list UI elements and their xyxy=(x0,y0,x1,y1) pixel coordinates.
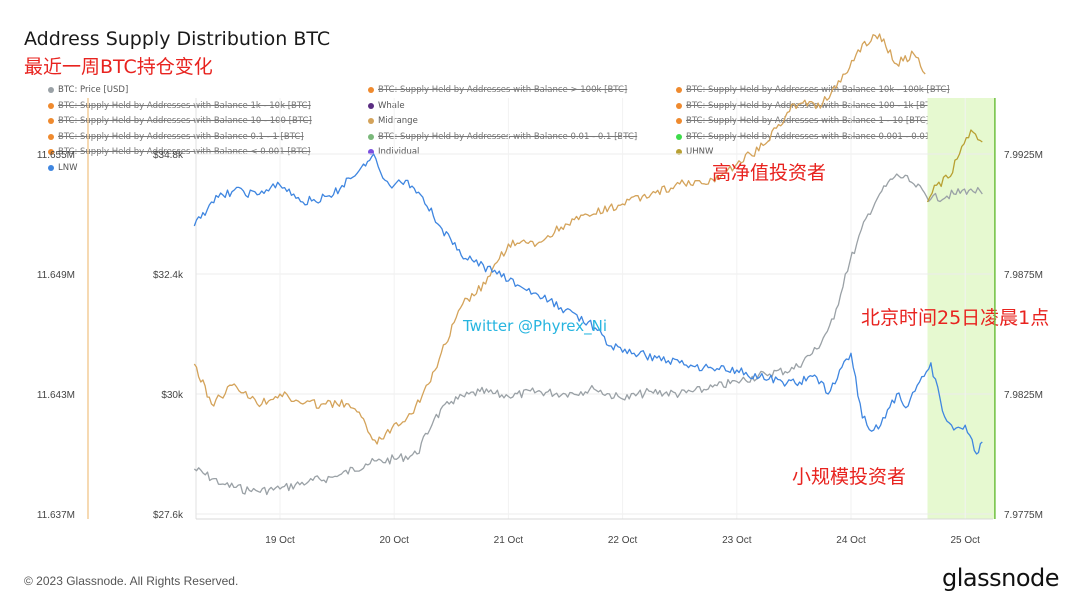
legend-label: Whale xyxy=(378,100,405,111)
legend-item[interactable]: BTC: Supply Held by Addresses with Balan… xyxy=(676,132,956,142)
left-inner-tick-label: $34.8k xyxy=(153,150,184,161)
lnw-annotation: 小规模投资者 xyxy=(792,466,906,488)
legend-item[interactable]: BTC: Supply Held by Addresses with Balan… xyxy=(676,101,939,111)
legend-label: BTC: Price [USD] xyxy=(58,85,129,95)
legend-label: LNW xyxy=(58,162,78,173)
left-inner-tick-label: $32.4k xyxy=(153,270,184,281)
series-line-midrange xyxy=(193,33,926,445)
highlight-region xyxy=(927,98,995,519)
right-tick-label: 7.9875M xyxy=(1004,270,1043,281)
legend-item[interactable]: Individual xyxy=(368,147,419,157)
left-inner-tick-label: $27.6k xyxy=(153,510,184,521)
legend-dot-icon xyxy=(48,133,54,140)
legend-dot-icon xyxy=(368,118,374,124)
legend-item[interactable]: Midrange xyxy=(368,116,418,126)
legend-dot-icon xyxy=(48,164,54,171)
grid-lines xyxy=(87,98,993,520)
legend-dot-icon xyxy=(48,87,54,93)
legend-label: BTC: Supply Held by Addresses with Balan… xyxy=(686,116,929,126)
right-tick-label: 7.9775M xyxy=(1004,510,1043,521)
legend-label: BTC: Supply Held by Addresses with Balan… xyxy=(686,85,950,95)
legend-label: BTC: Supply Held by Addresses with Balan… xyxy=(58,116,312,126)
left-inner-tick-label: $30k xyxy=(161,390,184,401)
legend-dot-icon xyxy=(48,118,54,124)
x-tick-label: 23 Oct xyxy=(722,535,752,546)
x-tick-label: 24 Oct xyxy=(836,535,866,546)
chart-subtitle: 最近一周BTC持仓变化 xyxy=(24,56,213,78)
series-lines xyxy=(193,33,983,496)
legend-dot-icon xyxy=(368,87,374,93)
left-outer-tick-label: 11.649M xyxy=(37,270,75,281)
copyright-footer: © 2023 Glassnode. All Rights Reserved. xyxy=(24,574,239,588)
right-tick-label: 7.9925M xyxy=(1004,150,1043,161)
series-line-btc-price-usd xyxy=(193,173,983,496)
legend-item[interactable]: BTC: Supply Held by Addresses with Balan… xyxy=(676,85,950,95)
legend-dot-icon xyxy=(368,133,374,140)
legend-item[interactable]: Whale xyxy=(368,101,405,111)
x-tick-label: 25 Oct xyxy=(950,535,980,546)
watermark: Twitter @Phyrex_Ni xyxy=(462,317,607,336)
legend-dot-icon xyxy=(676,149,682,155)
legend-label: Individual xyxy=(378,147,420,157)
x-tick-label: 20 Oct xyxy=(379,535,409,546)
left-outer-tick-label: 11.643M xyxy=(37,390,75,401)
legend-label: BTC: Supply Held by Addresses with Balan… xyxy=(378,131,638,142)
legend-dot-icon xyxy=(48,102,54,109)
series-line-uhnw xyxy=(926,129,983,203)
legend-item[interactable]: BTC: Supply Held by Addresses with Balan… xyxy=(368,132,637,142)
legend-item[interactable]: BTC: Supply Held by Addresses with Balan… xyxy=(48,132,304,142)
legend-label: UHNW xyxy=(686,147,714,157)
chart-legend: BTC: Price [USD] BTC: Supply Held by Addr… xyxy=(48,85,1008,175)
glassnode-logo[interactable]: glassnode xyxy=(942,564,1060,592)
x-tick-label: 22 Oct xyxy=(608,535,638,546)
legend-dot-icon xyxy=(676,118,682,124)
legend-dot-icon xyxy=(48,149,54,155)
legend-label: BTC: Supply Held by Addresses with Balan… xyxy=(58,100,311,111)
legend-item[interactable]: BTC: Supply Held by Addresses with Balan… xyxy=(48,116,312,126)
legend-dot-icon xyxy=(676,133,682,140)
legend-item[interactable]: BTC: Supply Held by Addresses with Balan… xyxy=(368,85,627,95)
legend-dot-icon xyxy=(368,149,374,155)
legend-label: BTC: Supply Held by Addresses with Balan… xyxy=(58,131,304,142)
legend-dot-icon xyxy=(368,102,374,109)
chart-title: Address Supply Distribution BTC xyxy=(24,28,331,50)
time-annotation: 北京时间25日凌晨1点 xyxy=(861,307,1049,329)
legend-label: BTC: Supply Held by Addresses with Balan… xyxy=(58,147,311,157)
x-tick-label: 19 Oct xyxy=(265,535,295,546)
legend-item[interactable]: UHNW xyxy=(676,147,713,157)
legend-dot-icon xyxy=(676,102,682,109)
uhnw-annotation: 高净值投资者 xyxy=(712,162,826,184)
legend-item[interactable]: BTC: Supply Held by Addresses with Balan… xyxy=(676,116,929,126)
left-outer-tick-label: 11.655M xyxy=(37,150,75,161)
right-tick-label: 7.9825M xyxy=(1004,390,1043,401)
left-outer-tick-label: 11.637M xyxy=(37,510,75,521)
legend-label: Midrange xyxy=(378,116,418,126)
legend-label: BTC: Supply Held by Addresses with Balan… xyxy=(686,131,956,142)
legend-label: BTC: Supply Held by Addresses with Balan… xyxy=(378,85,628,95)
legend-item[interactable]: BTC: Price [USD] xyxy=(48,85,128,95)
axes: 11.655M 11.649M 11.643M 11.637M $34.8k $32.4k… xyxy=(37,150,1043,546)
legend-label: BTC: Supply Held by Addresses with Balan… xyxy=(686,100,940,111)
legend-dot-icon xyxy=(676,87,682,93)
legend-item[interactable]: LNW xyxy=(48,163,78,173)
x-tick-label: 21 Oct xyxy=(494,535,524,546)
legend-item[interactable]: BTC: Supply Held by Addresses with Balan… xyxy=(48,147,310,157)
series-line-lnw xyxy=(193,153,983,455)
legend-item[interactable]: BTC: Supply Held by Addresses with Balan… xyxy=(48,101,311,111)
